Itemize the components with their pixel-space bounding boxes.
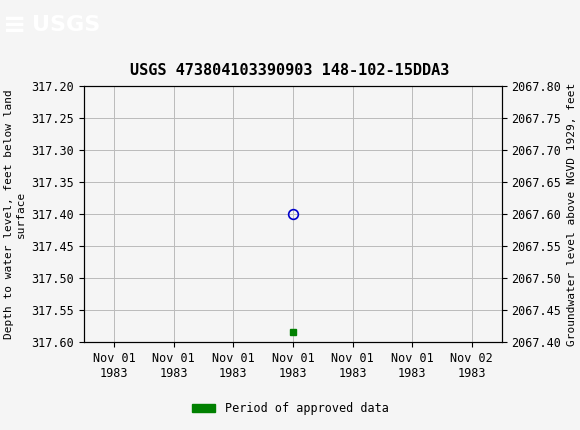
- Text: USGS: USGS: [32, 15, 100, 35]
- Legend: Period of approved data: Period of approved data: [187, 397, 393, 420]
- Text: USGS 473804103390903 148-102-15DDA3: USGS 473804103390903 148-102-15DDA3: [130, 64, 450, 78]
- Text: ≡: ≡: [3, 11, 26, 39]
- Y-axis label: Groundwater level above NGVD 1929, feet: Groundwater level above NGVD 1929, feet: [567, 82, 577, 346]
- Y-axis label: Depth to water level, feet below land
surface: Depth to water level, feet below land su…: [5, 89, 26, 339]
